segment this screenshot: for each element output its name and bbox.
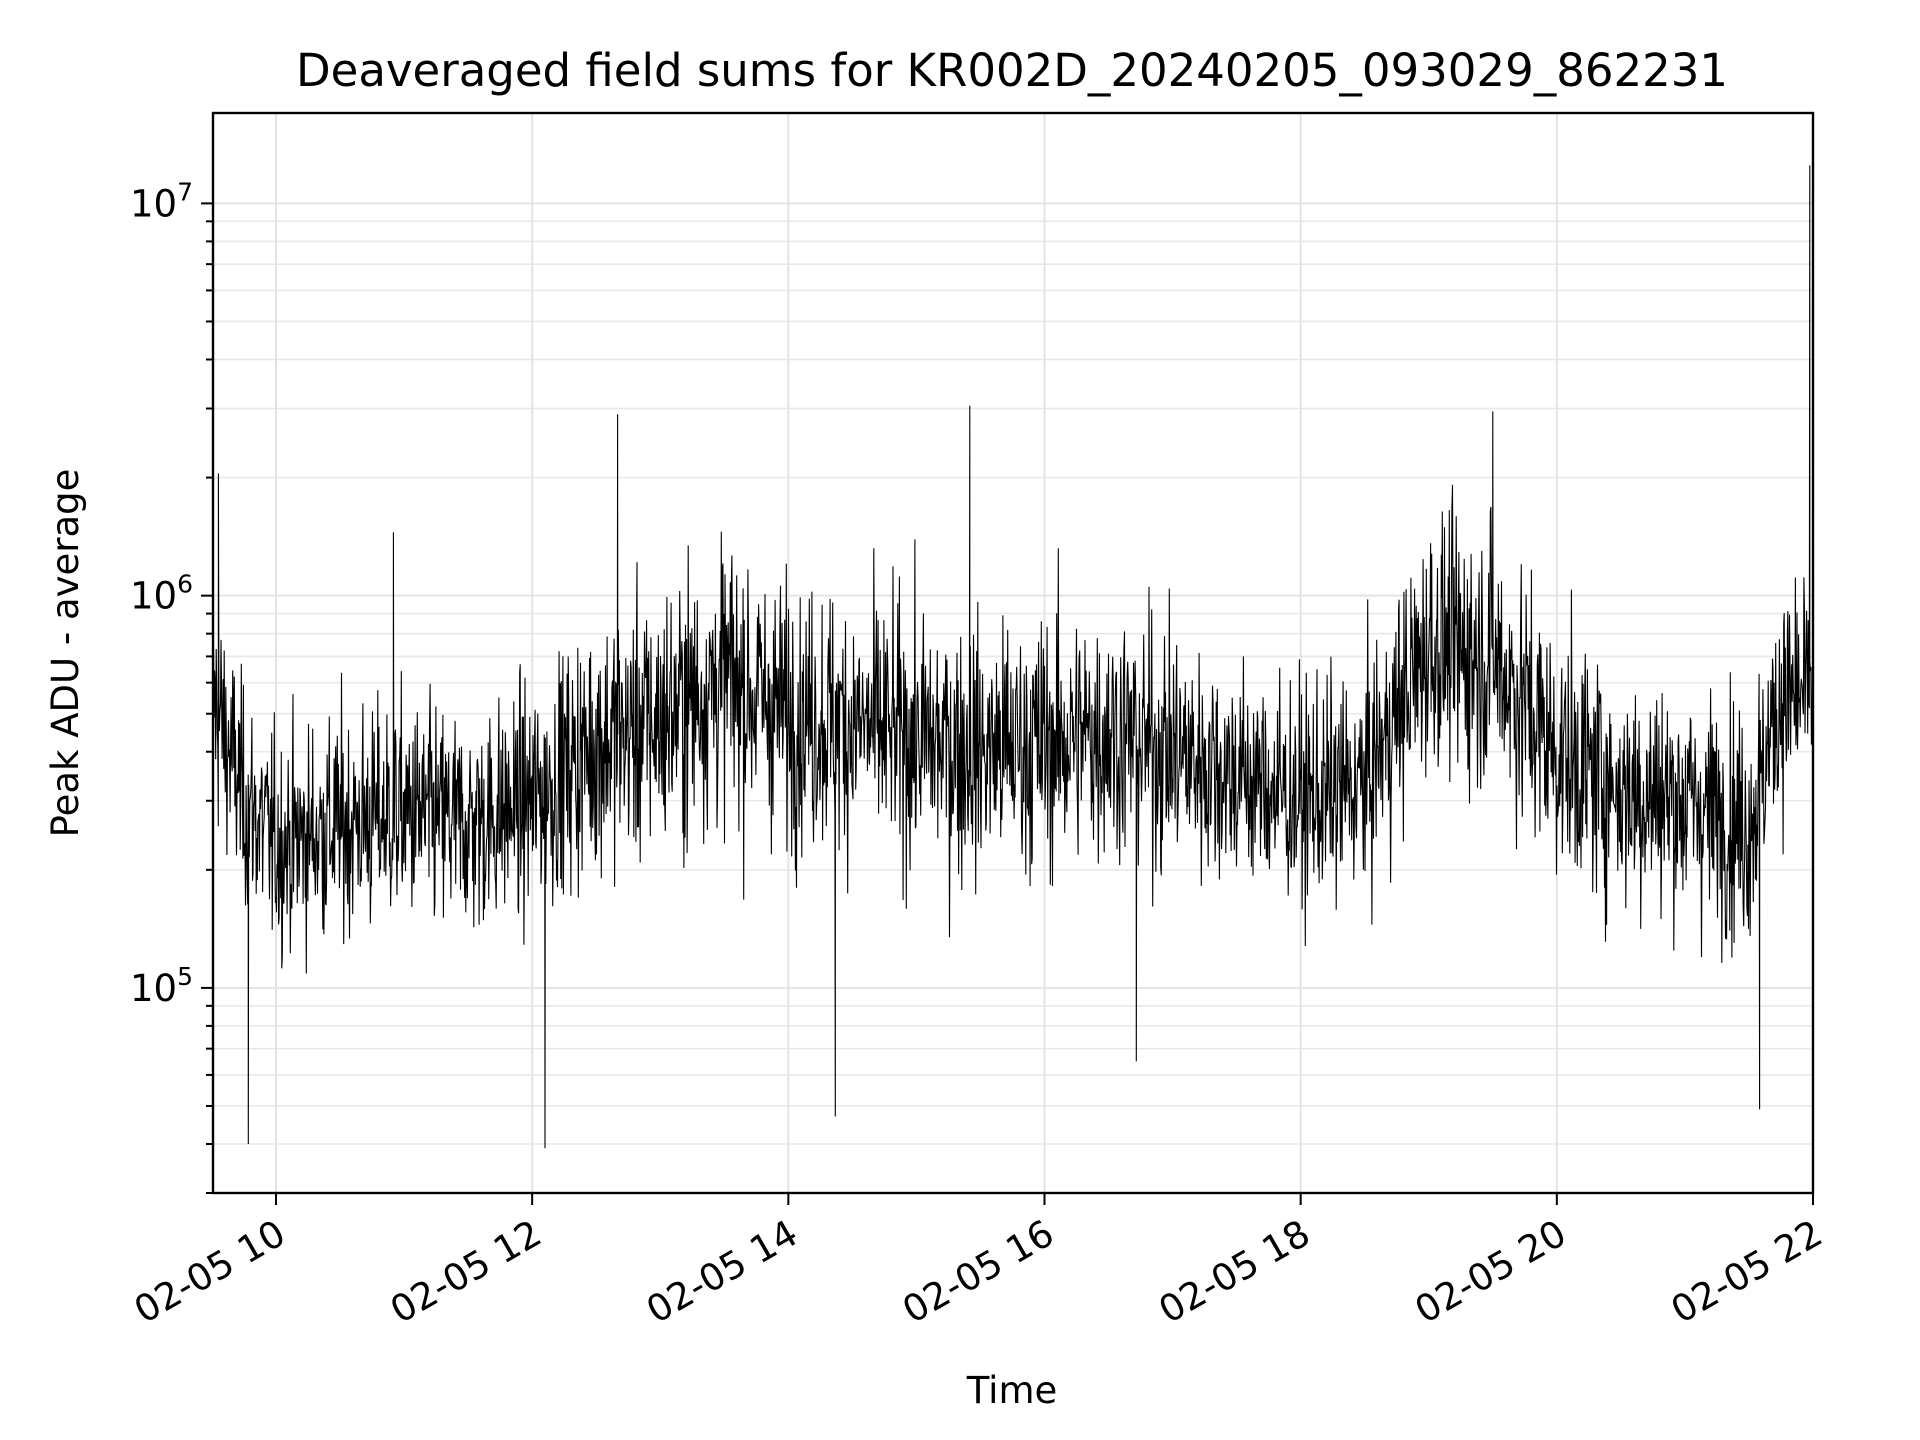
y-axis-label: Peak ADU - average — [44, 469, 87, 838]
y-tick-label: 105 — [130, 962, 193, 1010]
plot-frame — [211, 111, 1815, 1195]
series-line — [212, 165, 1814, 1149]
x-axis-label: Time — [966, 1369, 1058, 1412]
chart-title: Deaveraged field sums for KR002D_2024020… — [296, 44, 1728, 97]
y-tick-label: 106 — [130, 570, 193, 618]
plot-area — [212, 165, 1814, 1149]
y-tick-label: 107 — [130, 177, 193, 225]
y-axis: 105 106 107 — [130, 177, 213, 1194]
